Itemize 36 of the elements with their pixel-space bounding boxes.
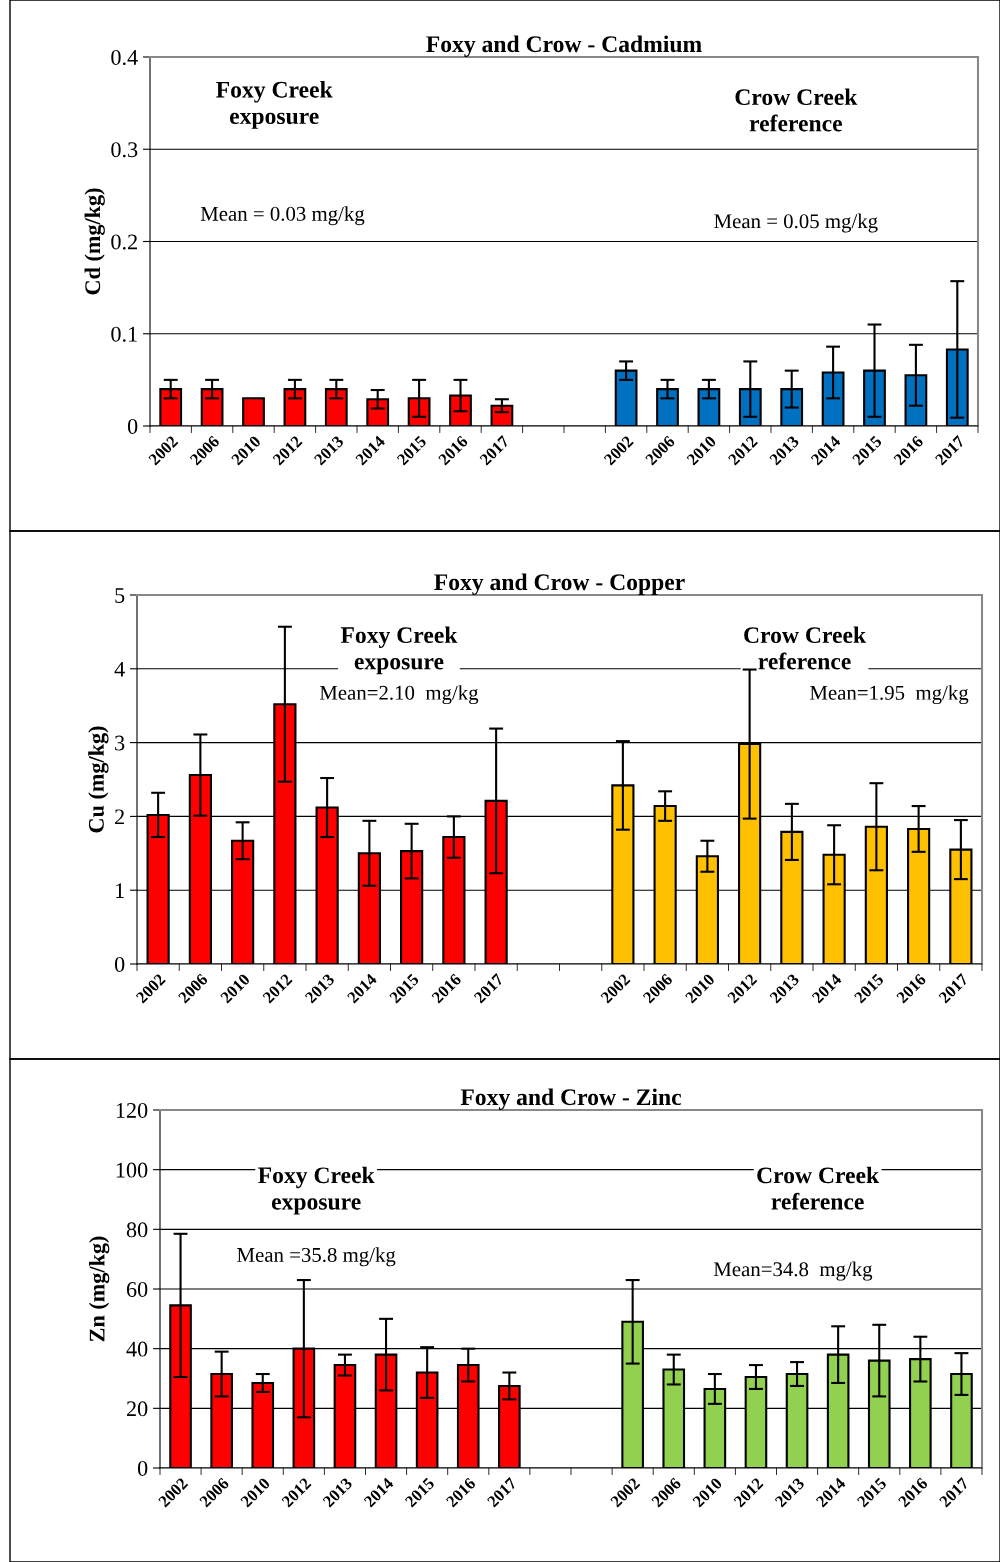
annotation: Mean=2.10 mg/kg	[319, 685, 479, 705]
y-tick-label: 0.4	[111, 49, 138, 66]
chart-title: Foxy and Crow - Copper	[434, 573, 685, 595]
y-tick-label: 100	[116, 1162, 148, 1178]
annotation: Foxy Creek exposure	[258, 1166, 375, 1215]
annotation: Foxy Creek exposure	[340, 626, 458, 675]
y-tick-label: 0.2	[111, 234, 137, 250]
annotation: Mean =35.8 mg/kg	[237, 1247, 396, 1267]
y-tick-label: 5	[115, 588, 125, 603]
y-tick-label: 2	[115, 809, 124, 825]
y-tick-label: 4	[114, 661, 125, 677]
annotation: Mean = 0.05 mg/kg	[714, 213, 878, 233]
y-tick-label: 1	[116, 883, 124, 898]
annotation: Crow Creek reference	[735, 88, 858, 132]
y-tick-label: 0	[137, 1460, 148, 1476]
annotation: Mean = 0.03 mg/kg	[200, 206, 365, 226]
y-tick-label: 40	[126, 1341, 148, 1357]
y-tick-label: 0.3	[111, 142, 138, 158]
y-axis-title: Cd (mg/kg)	[84, 188, 105, 295]
y-tick-label: 20	[126, 1401, 148, 1417]
y-tick-label: 3	[115, 735, 125, 751]
y-tick-label: 120	[116, 1102, 148, 1118]
y-axis-title: Cu (mg/kg)	[88, 726, 109, 833]
chart-title: Foxy and Crow - Cadmium	[426, 35, 702, 57]
y-axis-title: Zn (mg/kg)	[88, 1236, 110, 1342]
y-tick-label: 60	[126, 1281, 148, 1297]
y-tick-label: 0.1	[111, 326, 137, 342]
y-tick-label: 0	[127, 418, 138, 434]
y-tick-label: 80	[126, 1222, 148, 1238]
y-tick-label: 0	[114, 956, 125, 972]
annotation: Crow Creek reference	[744, 626, 867, 670]
chart-title: Foxy and Crow - Zinc	[460, 1088, 682, 1110]
annotation: Foxy Creek exposure	[216, 81, 333, 129]
annotation: Crow Creek reference	[757, 1166, 880, 1210]
annotation: Mean=1.95 mg/kg	[810, 685, 969, 705]
annotation: Mean=34.8 mg/kg	[713, 1261, 873, 1281]
